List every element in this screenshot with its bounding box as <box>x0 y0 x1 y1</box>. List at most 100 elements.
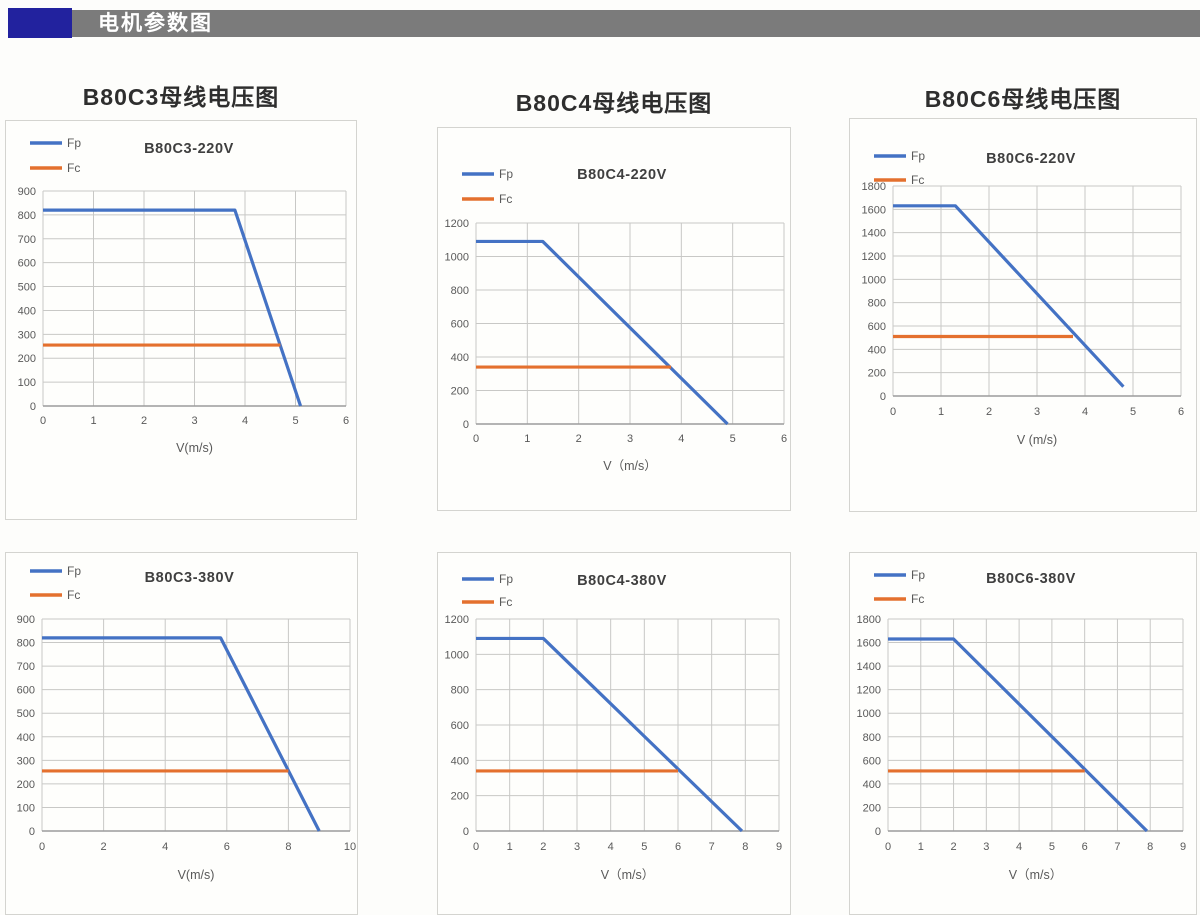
svg-text:0: 0 <box>473 841 479 853</box>
svg-text:600: 600 <box>451 720 469 732</box>
svg-text:1800: 1800 <box>862 181 886 193</box>
chart-panel-b80c3-220v: 0 100 200 300 400 500 600 700 800 900 0 1 2 3 4 5 6 V(m/s… <box>5 120 357 520</box>
chart-group-title-b80c4: B80C4母线电压图 <box>515 90 713 116</box>
legend: Fp Fc <box>462 572 513 609</box>
svg-text:800: 800 <box>863 732 881 744</box>
svg-text:4: 4 <box>678 433 684 445</box>
gridlines <box>892 185 1182 397</box>
svg-text:10: 10 <box>344 841 356 853</box>
chart-panel-b80c3-380v: 0 100 200 300 400 500 600 700 800 900 0 2 4 6 8 10 V(m/s… <box>5 552 358 915</box>
svg-text:600: 600 <box>17 685 35 697</box>
legend: Fp Fc <box>874 149 925 187</box>
svg-text:5: 5 <box>641 841 647 853</box>
svg-text:4: 4 <box>1016 841 1022 853</box>
legend-label-fc: Fc <box>67 588 80 602</box>
svg-text:2: 2 <box>986 406 992 418</box>
legend-label-fp: Fp <box>911 568 925 582</box>
svg-text:6: 6 <box>343 415 349 427</box>
svg-text:900: 900 <box>18 186 36 198</box>
x-tick-labels: 0 1 2 3 4 5 6 <box>473 433 787 445</box>
svg-text:2: 2 <box>141 415 147 427</box>
chart-title: B80C3-220V <box>144 141 234 157</box>
chart-b80c6-380v: 0 200 400 600 800 1000 1200 1400 1600 1800 0 1 2 3 4 5 6… <box>857 568 1187 882</box>
svg-text:4: 4 <box>242 415 248 427</box>
svg-text:0: 0 <box>473 433 479 445</box>
chart-panel-b80c4-220v: 0 200 400 600 800 1000 1200 0 1 2 3 4 5 6 V（m/s） B80C4-… <box>437 127 791 511</box>
chart-group-title-b80c3: B80C3母线电压图 <box>82 84 280 110</box>
gridlines <box>42 190 347 407</box>
header-bar: 电机参数图 <box>72 10 1200 37</box>
svg-text:800: 800 <box>868 298 886 310</box>
chart-title: B80C6-220V <box>986 151 1076 167</box>
series-fp <box>893 204 1125 388</box>
svg-text:600: 600 <box>18 258 36 270</box>
svg-text:500: 500 <box>17 708 35 720</box>
svg-text:5: 5 <box>1130 406 1136 418</box>
y-tick-labels: 0 100 200 300 400 500 600 700 800 900 <box>18 186 36 413</box>
svg-text:500: 500 <box>18 282 36 294</box>
y-tick-labels: 0 200 400 600 800 1000 1200 <box>445 218 469 431</box>
svg-text:600: 600 <box>451 319 469 331</box>
svg-text:2: 2 <box>950 841 956 853</box>
gridlines <box>475 618 780 832</box>
chart-b80c4-220v: 0 200 400 600 800 1000 1200 0 1 2 3 4 5 6 V（m/s） B80C4-… <box>445 167 788 473</box>
svg-text:200: 200 <box>868 368 886 380</box>
y-tick-labels: 0 200 400 600 800 1000 1200 1400 1600 1800 <box>857 614 881 838</box>
chart-title: B80C4-220V <box>577 167 667 183</box>
chart-title: B80C4-380V <box>577 573 667 589</box>
svg-text:800: 800 <box>18 210 36 222</box>
svg-text:400: 400 <box>17 732 35 744</box>
svg-text:4: 4 <box>608 841 614 853</box>
svg-text:3: 3 <box>983 841 989 853</box>
svg-text:5: 5 <box>730 433 736 445</box>
svg-text:0: 0 <box>39 841 45 853</box>
legend-label-fc: Fc <box>499 192 512 206</box>
svg-text:7: 7 <box>709 841 715 853</box>
svg-text:1: 1 <box>524 433 530 445</box>
svg-text:1000: 1000 <box>445 649 469 661</box>
svg-text:5: 5 <box>1049 841 1055 853</box>
legend-label-fc: Fc <box>67 161 80 175</box>
svg-text:1400: 1400 <box>862 228 886 240</box>
svg-text:300: 300 <box>17 755 35 767</box>
svg-text:1: 1 <box>90 415 96 427</box>
svg-text:0: 0 <box>30 401 36 413</box>
svg-text:100: 100 <box>18 377 36 389</box>
svg-text:700: 700 <box>17 661 35 673</box>
svg-text:2: 2 <box>576 433 582 445</box>
svg-text:200: 200 <box>17 779 35 791</box>
x-axis-label: V (m/s) <box>1017 433 1057 447</box>
svg-text:6: 6 <box>675 841 681 853</box>
svg-text:1400: 1400 <box>857 661 881 673</box>
svg-text:4: 4 <box>1082 406 1088 418</box>
svg-text:800: 800 <box>451 685 469 697</box>
legend-label-fp: Fp <box>499 167 513 181</box>
svg-text:6: 6 <box>1082 841 1088 853</box>
svg-text:1000: 1000 <box>862 274 886 286</box>
x-axis-label: V（m/s） <box>601 868 654 882</box>
svg-text:0: 0 <box>885 841 891 853</box>
svg-text:1: 1 <box>918 841 924 853</box>
svg-text:6: 6 <box>224 841 230 853</box>
svg-text:700: 700 <box>18 234 36 246</box>
svg-text:8: 8 <box>1147 841 1153 853</box>
chart-panel-b80c4-380v: 0 200 400 600 800 1000 1200 0 1 2 3 4 5 6 7 8 9 V（m/s） B80… <box>437 552 791 915</box>
chart-panel-b80c6-380v: 0 200 400 600 800 1000 1200 1400 1600 1800 0 1 2 3 4 5 6… <box>849 552 1197 915</box>
svg-text:1200: 1200 <box>857 685 881 697</box>
svg-text:8: 8 <box>285 841 291 853</box>
legend-label-fp: Fp <box>499 572 513 586</box>
svg-text:3: 3 <box>574 841 580 853</box>
chart-b80c4-380v: 0 200 400 600 800 1000 1200 0 1 2 3 4 5 6 7 8 9 V（m/s） B80… <box>445 572 783 882</box>
svg-text:800: 800 <box>451 285 469 297</box>
x-tick-labels: 0 1 2 3 4 5 6 <box>890 406 1184 418</box>
svg-text:3: 3 <box>1034 406 1040 418</box>
page-title: 电机参数图 <box>98 12 213 35</box>
svg-text:0: 0 <box>40 415 46 427</box>
series-fp <box>888 637 1149 833</box>
x-axis-label: V(m/s) <box>176 441 213 455</box>
x-tick-labels: 0 2 4 6 8 10 <box>39 841 356 853</box>
svg-text:400: 400 <box>451 755 469 767</box>
chart-b80c6-220v: 0 200 400 600 800 1000 1200 1400 1600 1800 0 1 2 3 4 5 6… <box>862 149 1185 447</box>
svg-text:9: 9 <box>776 841 782 853</box>
svg-text:0: 0 <box>880 391 886 403</box>
